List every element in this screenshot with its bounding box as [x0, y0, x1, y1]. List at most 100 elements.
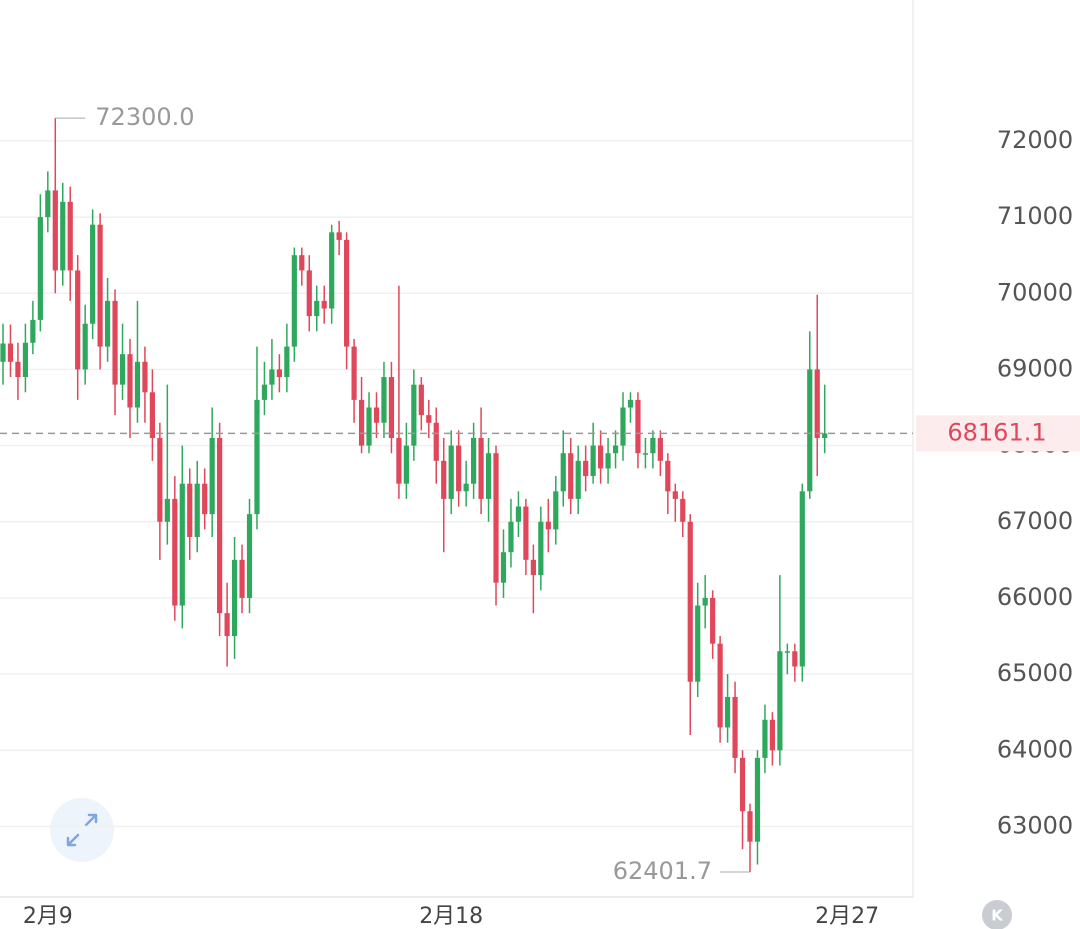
candle-body	[344, 239, 350, 347]
candle-body	[30, 319, 36, 343]
candle-body	[299, 255, 305, 271]
high-label: 72300.0	[95, 103, 194, 131]
candle-body	[224, 613, 230, 637]
low-label: 62401.7	[613, 857, 712, 885]
candle-body	[134, 361, 141, 408]
y-tick-label: 63000	[997, 811, 1073, 839]
candle-body	[90, 224, 96, 324]
candle-body	[807, 369, 813, 492]
candle-body	[381, 377, 387, 423]
candle-body	[463, 483, 469, 492]
candle-body	[612, 445, 619, 454]
candle-body	[717, 643, 723, 728]
candle-body	[784, 651, 790, 653]
candle-body	[627, 399, 634, 408]
candle-body	[769, 719, 776, 751]
candle-body	[254, 399, 260, 515]
last-price-label: 68161.1	[947, 418, 1046, 446]
candle-body	[702, 597, 708, 606]
candle-body	[351, 346, 357, 400]
candle-body	[680, 498, 686, 522]
candle-body	[366, 407, 372, 446]
candle-body	[642, 453, 649, 455]
y-tick-label: 65000	[997, 659, 1073, 687]
candle-body	[426, 415, 432, 423]
y-tick-label: 70000	[997, 278, 1073, 306]
candle-body	[485, 453, 492, 499]
candle-body	[336, 232, 342, 240]
candle-body	[269, 369, 275, 385]
candle-body	[792, 651, 798, 667]
candle-body	[568, 453, 574, 499]
candle-body	[217, 437, 223, 614]
x-tick-label: 2月27	[815, 904, 879, 929]
candle-body	[172, 498, 178, 606]
candle-body	[530, 559, 536, 576]
candle-body	[60, 201, 66, 271]
x-tick-label: 2月9	[23, 904, 73, 929]
candle-body	[411, 384, 417, 446]
y-tick-label: 67000	[997, 507, 1073, 535]
candle-body	[396, 437, 402, 484]
candle-body	[456, 445, 462, 492]
kline-button[interactable]: K	[982, 900, 1012, 929]
x-tick-label: 2月18	[419, 904, 483, 929]
candle-body	[500, 552, 507, 583]
candle-body	[179, 483, 185, 606]
candle-body	[545, 521, 551, 530]
candle-body	[732, 696, 738, 758]
candle-body	[52, 190, 58, 271]
y-tick-label: 64000	[997, 735, 1073, 763]
candle-body	[687, 521, 693, 682]
candle-body	[441, 460, 447, 499]
candle-body	[710, 597, 716, 644]
candle-body	[493, 453, 499, 583]
svg-text:K: K	[991, 907, 1004, 925]
candle-body	[246, 514, 253, 598]
candle-body	[560, 453, 566, 492]
candle-body	[471, 437, 477, 484]
expand-button[interactable]	[50, 798, 114, 862]
candle-body	[329, 232, 335, 309]
candle-body	[724, 696, 731, 728]
candle-body	[75, 270, 81, 370]
candle-body	[747, 811, 753, 842]
candle-body	[239, 559, 245, 598]
candle-body	[650, 437, 656, 454]
candle-body	[814, 369, 820, 438]
candle-body	[373, 407, 380, 423]
candle-body	[202, 483, 208, 515]
candle-body	[276, 369, 282, 378]
candle-body	[149, 392, 155, 438]
candle-body	[22, 342, 29, 378]
candle-body	[45, 190, 51, 218]
candle-body	[538, 521, 544, 576]
candle-body	[306, 270, 312, 317]
candle-body	[403, 445, 409, 484]
candle-body	[7, 343, 14, 362]
candle-body	[620, 407, 626, 446]
candle-body	[261, 384, 268, 400]
candle-body	[0, 343, 6, 362]
candle-body	[657, 437, 663, 461]
candle-body	[37, 217, 43, 320]
candle-body	[284, 346, 290, 378]
candle-body	[291, 255, 297, 347]
candle-body	[799, 491, 805, 667]
candle-body	[209, 437, 215, 515]
candle-body	[187, 483, 193, 537]
candle-body	[314, 300, 320, 317]
y-tick-label: 72000	[997, 126, 1073, 154]
candle-body	[448, 445, 454, 499]
candle-body	[127, 354, 133, 408]
candle-body	[194, 483, 200, 537]
candle-body	[754, 757, 761, 842]
candle-body	[82, 323, 88, 370]
candle-body	[15, 361, 21, 378]
candle-body	[739, 757, 746, 812]
candle-body	[515, 506, 522, 522]
candle-body	[478, 437, 484, 499]
y-tick-label: 66000	[997, 583, 1073, 611]
candle-body	[822, 433, 828, 438]
